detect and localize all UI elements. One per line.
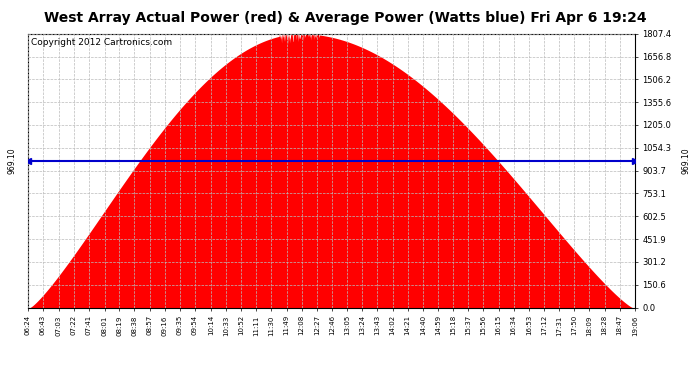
Text: 969.10: 969.10 — [8, 147, 17, 174]
Text: Copyright 2012 Cartronics.com: Copyright 2012 Cartronics.com — [30, 38, 172, 47]
Text: 969.10: 969.10 — [682, 147, 690, 174]
Text: West Array Actual Power (red) & Average Power (Watts blue) Fri Apr 6 19:24: West Array Actual Power (red) & Average … — [43, 11, 647, 25]
